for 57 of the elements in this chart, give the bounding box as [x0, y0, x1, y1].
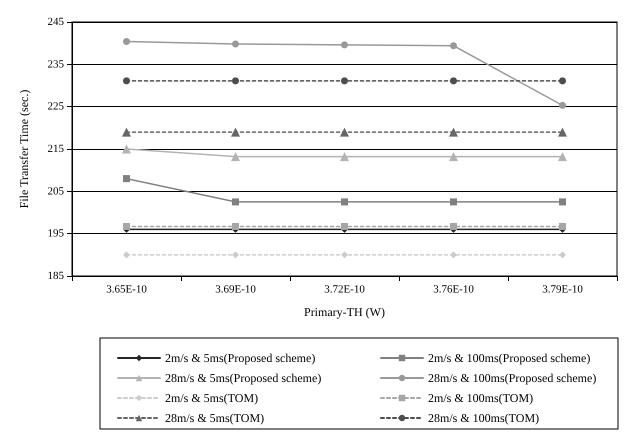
point [340, 152, 349, 162]
x-tick-label: 3.76E-10 [433, 284, 474, 296]
point [559, 251, 566, 258]
y-tick-label: 245 [48, 16, 64, 28]
y-tick-label: 205 [48, 185, 64, 198]
point [341, 198, 348, 206]
point [123, 222, 130, 230]
point [559, 198, 566, 206]
point [450, 222, 457, 230]
y-tick-label: 185 [48, 270, 64, 282]
point [122, 128, 131, 137]
x-axis-title: Primary-TH (W) [304, 305, 385, 319]
point [559, 77, 566, 84]
y-tick-label: 225 [48, 100, 64, 113]
point [232, 40, 239, 48]
point [449, 128, 458, 137]
point [341, 77, 348, 84]
y-tick-label: 235 [48, 58, 64, 70]
point [231, 128, 240, 137]
legend-label: 2m/s & 5ms(TOM) [165, 391, 258, 405]
point [559, 222, 566, 230]
y-tick-label: 215 [48, 143, 64, 155]
point [450, 251, 457, 258]
point [123, 251, 130, 258]
point [450, 198, 457, 206]
x-tick-label: 3.69E-10 [215, 284, 256, 296]
point [123, 77, 130, 84]
y-axis-title: File Transfer Time (sec.) [17, 90, 31, 208]
point [123, 38, 130, 45]
point [450, 42, 457, 50]
y-tick-label: 195 [48, 228, 64, 240]
point [232, 251, 239, 258]
point [558, 152, 567, 162]
point [232, 198, 239, 206]
x-tick-label: 3.79E-10 [542, 284, 584, 296]
point [231, 152, 240, 162]
legend-label: 28m/s & 100ms(Proposed scheme) [428, 371, 596, 385]
point [123, 175, 130, 182]
x-tick-label: 3.72E-10 [324, 284, 366, 296]
point [450, 77, 457, 84]
point [449, 152, 458, 162]
legend-label: 2m/s & 100ms(Proposed scheme) [428, 351, 590, 365]
point [341, 41, 348, 48]
point [232, 222, 239, 230]
legend-label: 2m/s & 100ms(TOM) [428, 391, 534, 405]
point [341, 251, 348, 258]
point [558, 128, 567, 137]
point [559, 102, 566, 109]
point [340, 128, 349, 137]
x-tick-label: 3.65E-10 [106, 284, 148, 296]
point [341, 222, 348, 230]
legend-label: 28m/s & 100ms(TOM) [428, 411, 540, 425]
point [122, 144, 131, 154]
legend-label: 28m/s & 5ms(TOM) [165, 411, 264, 425]
legend-label: 28m/s & 5ms(Proposed scheme) [165, 371, 322, 385]
point [232, 77, 239, 84]
legend-label: 2m/s & 5ms(Proposed scheme) [165, 351, 316, 365]
